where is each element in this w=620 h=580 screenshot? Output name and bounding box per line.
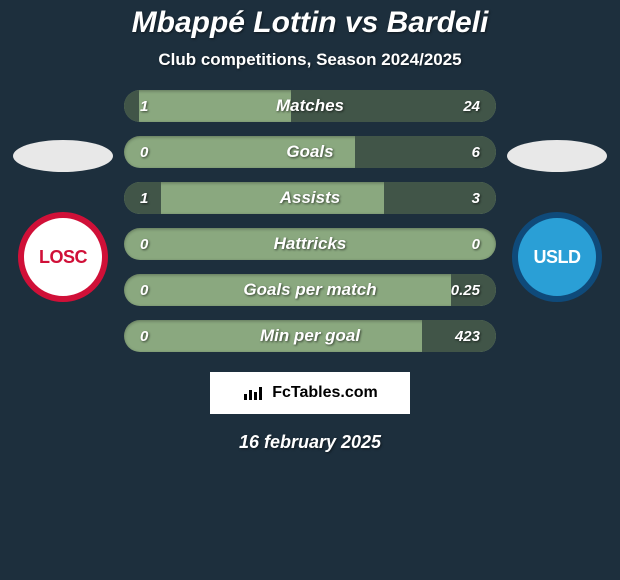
stat-right-value: 3 (472, 190, 480, 207)
stat-right-value: 423 (455, 328, 480, 345)
brand-bars-icon (242, 384, 266, 402)
page-title: Mbappé Lottin vs Bardeli (132, 6, 489, 40)
player-right-oval-icon (507, 140, 607, 172)
stat-bar: 1Matches24 (124, 90, 496, 122)
player-left-oval-icon (13, 140, 113, 172)
brand-box: FcTables.com (210, 372, 410, 414)
stat-bar: 0Hattricks0 (124, 228, 496, 260)
stat-label: Goals (124, 142, 496, 162)
date-text: 16 february 2025 (239, 432, 381, 453)
brand-label: FcTables.com (272, 384, 378, 402)
stat-bar: 0Goals per match0.25 (124, 274, 496, 306)
stat-bar: 0Min per goal423 (124, 320, 496, 352)
stat-right-value: 6 (472, 144, 480, 161)
stat-right-value: 0.25 (451, 282, 480, 299)
team-badge-left-label: LOSC (39, 247, 87, 268)
player-left-col: LOSC (8, 140, 118, 302)
team-badge-left: LOSC (18, 212, 108, 302)
stat-bar: 0Goals6 (124, 136, 496, 168)
stat-label: Assists (124, 188, 496, 208)
stat-label: Goals per match (124, 280, 496, 300)
team-badge-right-label: USLD (534, 247, 581, 268)
stats-column: 1Matches240Goals61Assists30Hattricks00Go… (118, 90, 502, 352)
stat-right-value: 0 (472, 236, 480, 253)
player-right-col: USLD (502, 140, 612, 302)
stat-bar: 1Assists3 (124, 182, 496, 214)
stat-label: Min per goal (124, 326, 496, 346)
stat-label: Matches (124, 96, 496, 116)
page-root: Mbappé Lottin vs Bardeli Club competitio… (0, 0, 620, 580)
team-badge-right: USLD (512, 212, 602, 302)
main-row: LOSC 1Matches240Goals61Assists30Hattrick… (0, 90, 620, 352)
stat-right-value: 24 (463, 98, 480, 115)
page-subtitle: Club competitions, Season 2024/2025 (158, 50, 461, 70)
stat-label: Hattricks (124, 234, 496, 254)
